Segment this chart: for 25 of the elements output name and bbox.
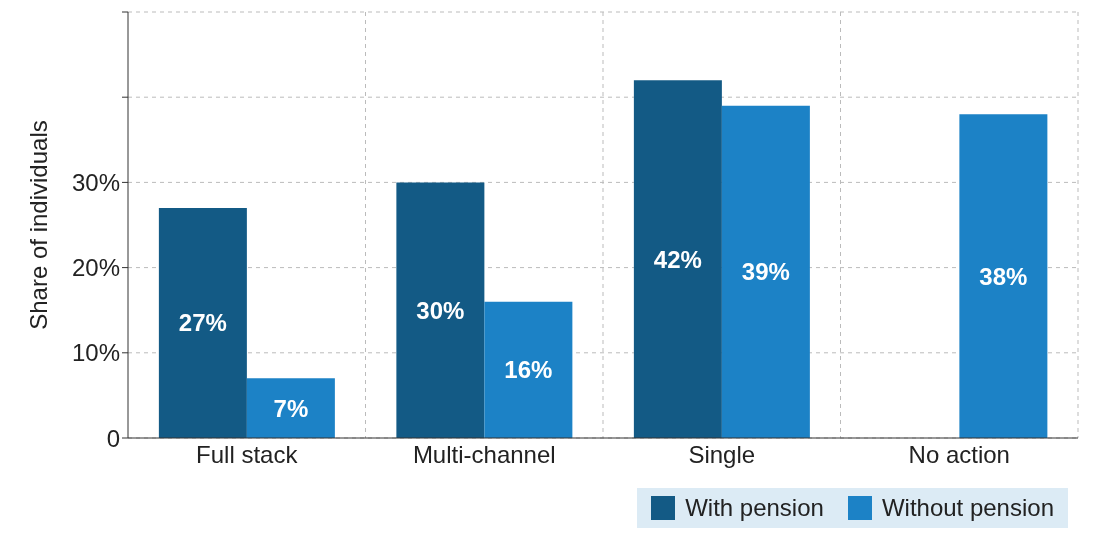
bar bbox=[246, 378, 335, 438]
data-label: 42% bbox=[653, 245, 702, 273]
x-tick-label: No action bbox=[908, 441, 1010, 469]
y-axis-title: Share of individuals bbox=[24, 120, 52, 330]
data-label: 39% bbox=[741, 258, 790, 286]
data-label: 27% bbox=[178, 309, 227, 337]
y-tick-label: 30% bbox=[71, 168, 120, 196]
y-tick-label: 20% bbox=[71, 254, 120, 282]
y-tick-label: 0 bbox=[106, 424, 120, 452]
bar bbox=[721, 105, 810, 438]
data-label: 30% bbox=[416, 296, 465, 324]
data-label: 16% bbox=[504, 356, 553, 384]
bar bbox=[396, 182, 485, 438]
legend-label: Without pension bbox=[880, 494, 1054, 522]
y-tick-label: 10% bbox=[71, 339, 120, 367]
bar bbox=[959, 114, 1048, 438]
bar bbox=[158, 207, 247, 438]
bar bbox=[633, 80, 722, 438]
bar bbox=[484, 301, 573, 438]
x-tick-label: Multi-channel bbox=[412, 441, 556, 469]
data-label: 7% bbox=[273, 394, 309, 422]
x-tick-label: Single bbox=[688, 441, 756, 469]
x-tick-label: Full stack bbox=[196, 441, 299, 469]
legend-label: With pension bbox=[684, 494, 824, 522]
data-label: 38% bbox=[979, 262, 1028, 290]
